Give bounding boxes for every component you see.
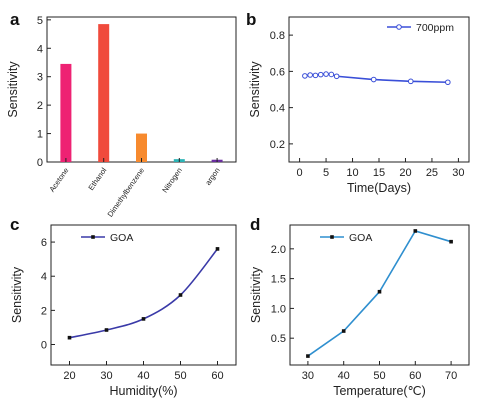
panel-b-ylabel: Sensitivity <box>248 61 262 118</box>
panel-c-ytick-label: 2 <box>41 305 47 317</box>
panel-a-category-label: Nitrogen <box>160 166 184 194</box>
panel-b-data-point <box>445 79 451 86</box>
panel-c-data-point <box>215 247 220 251</box>
panel-d-legend-marker <box>330 235 334 239</box>
panel-c-xlabel: Humidity(%) <box>109 384 177 398</box>
panel-c-xtick-label: 20 <box>63 370 75 382</box>
panel-b-xtick-label: 0 <box>297 167 303 179</box>
panel-c-legend-label: GOA <box>110 232 133 244</box>
panel-a-ytick-label: 2 <box>37 100 43 112</box>
panel-b-letter: b <box>246 10 256 29</box>
panel-c-ytick-label: 6 <box>41 237 47 249</box>
panel-b-data-point <box>333 73 340 80</box>
panel-c-data-point <box>67 335 72 340</box>
panel-a-ytick-label: 1 <box>37 129 43 141</box>
panel-b-data-point <box>323 71 329 77</box>
panel-c-legend-marker <box>91 235 95 239</box>
panel-b-data-point <box>328 71 335 78</box>
panel-a-bar <box>98 24 110 162</box>
panel-b-ytick-label: 0.2 <box>270 139 285 151</box>
panel-d-ytick-label: 1.0 <box>271 303 286 315</box>
panel-d-xlabel: Temperature(℃) <box>333 384 426 398</box>
panel-c-data-point <box>104 328 109 332</box>
panel-b-data-point <box>307 72 313 78</box>
panel-a-ylabel: Sensitivity <box>6 61 20 118</box>
panel-a-bar <box>136 133 147 162</box>
panel-b-data-point <box>302 73 308 79</box>
panel-a-category-label: Acetone <box>47 166 70 194</box>
panel-b-data-point <box>317 71 324 78</box>
panel-b-xtick-label: 30 <box>452 167 464 179</box>
panel-d-xtick-label: 50 <box>373 370 385 382</box>
panel-b-axes-frame <box>288 16 470 163</box>
panel-c-xtick-label: 30 <box>100 370 112 382</box>
panel-d-ytick-label: 1.5 <box>271 274 286 286</box>
panel-b-ytick-label: 0.8 <box>270 30 285 42</box>
panel-b-xtick-label: 15 <box>373 167 385 179</box>
panel-d-xtick-label: 70 <box>445 370 457 382</box>
panel-a-ytick-label: 3 <box>37 72 43 84</box>
panel-c-data-point <box>141 317 146 321</box>
panel-c-ytick-label: 0 <box>41 340 47 352</box>
panel-d-xtick-label: 60 <box>409 370 421 382</box>
panel-c-letter: c <box>10 215 19 234</box>
panel-d-xtick-label: 30 <box>302 370 314 382</box>
panel-b-data-point <box>407 78 414 85</box>
panel-d-ytick-label: 0.5 <box>271 333 286 345</box>
panel-c-ytick-label: 4 <box>41 271 47 283</box>
panel-b-ytick-label: 0.6 <box>270 66 285 78</box>
panel-c-ylabel: Sensitivity <box>10 266 24 323</box>
panel-d-ylabel: Sensitivity <box>249 266 263 323</box>
panel-a-bar <box>60 63 72 162</box>
panel-b-xtick-label: 20 <box>399 167 411 179</box>
panel-d-data-point <box>377 289 382 294</box>
panel-c-axes-frame <box>50 224 237 366</box>
panel-a-ytick-label: 4 <box>37 43 43 55</box>
panel-a-ytick-label: 5 <box>37 15 43 27</box>
panel-d-data-point <box>306 354 310 358</box>
panel-a-category-label: argon <box>203 166 221 187</box>
panel-b-legend-label: 700ppm <box>416 22 454 34</box>
panel-b-legend-marker <box>396 24 402 30</box>
panel-c-xtick-label: 60 <box>211 370 223 382</box>
panel-d-data-point <box>449 239 453 244</box>
panel-c-xtick-label: 50 <box>174 370 186 382</box>
panel-d-letter: d <box>250 215 260 234</box>
panel-d-xtick-label: 40 <box>338 370 350 382</box>
panel-a-ytick-label: 0 <box>37 157 43 169</box>
panel-a-category-label: Ethanol <box>86 166 108 192</box>
panel-b-xlabel: Time(Days) <box>347 181 411 195</box>
panel-d-data-point <box>341 329 346 333</box>
panel-b-data-point <box>370 76 377 83</box>
panel-b-xtick-label: 5 <box>323 167 329 179</box>
panel-c-xtick-label: 40 <box>137 370 149 382</box>
panel-d-ytick-label: 2.0 <box>271 244 286 256</box>
panel-c-data-point <box>178 293 183 297</box>
panel-d-axes-frame <box>289 224 470 366</box>
panel-b-xtick-label: 10 <box>346 167 358 179</box>
panel-b-ytick-label: 0.4 <box>270 103 285 115</box>
panel-d-legend-label: GOA <box>349 232 372 244</box>
panel-a-category-label: Dimethylbenzene <box>106 166 147 219</box>
panel-d-data-point <box>413 229 418 233</box>
panel-c-series-line <box>69 248 219 339</box>
panel-b-data-point <box>312 72 319 79</box>
panel-a-letter: a <box>10 10 20 29</box>
panel-b-xtick-label: 25 <box>426 167 438 179</box>
